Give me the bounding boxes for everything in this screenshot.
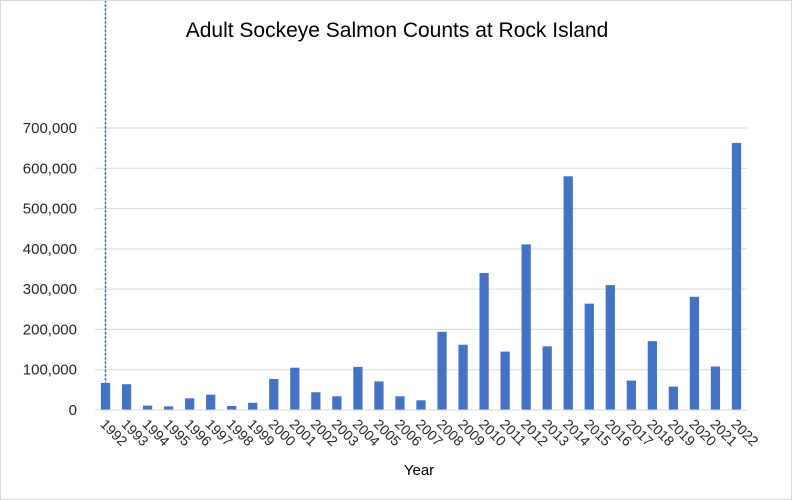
bar-2007: [416, 400, 426, 410]
gridlines: [95, 127, 747, 371]
y-tick-label: 200,000: [23, 321, 77, 338]
bar-2010: [479, 273, 489, 410]
bar-2019: [668, 386, 679, 410]
bar-1995: [163, 406, 174, 410]
bar-1998: [227, 405, 237, 410]
bar-2006: [395, 396, 405, 410]
bar-2009: [458, 344, 468, 410]
bar-2011: [500, 351, 510, 410]
y-tick-label: 600,000: [23, 160, 77, 177]
bar-1993: [121, 384, 132, 410]
bar-1997: [206, 394, 216, 410]
x-axis-title: Year: [404, 462, 434, 479]
y-axis-tick-labels: 0 100,000 200,000 300,000 400,000 500,000 600,…: [23, 120, 77, 419]
bar-2015: [584, 303, 594, 410]
bar-1996: [185, 398, 195, 410]
bar-2008: [437, 331, 447, 410]
bars: [100, 142, 742, 411]
y-tick-label: 400,000: [23, 241, 77, 258]
bar-2012: [521, 244, 531, 410]
bar-2004: [353, 366, 363, 410]
y-tick-label: 700,000: [23, 120, 77, 137]
bar-2016: [605, 285, 615, 410]
bar-2014: [563, 176, 573, 410]
bar-2005: [374, 381, 384, 410]
y-tick-label: 0: [69, 402, 77, 419]
bar-2018: [647, 341, 657, 410]
bar-2003: [332, 396, 342, 410]
bar-2021: [710, 366, 721, 410]
bar-2002: [311, 392, 321, 410]
bar-1994: [142, 405, 153, 410]
y-tick-label: 300,000: [23, 281, 77, 298]
bar-2020: [689, 296, 700, 410]
y-tick-label: 100,000: [23, 362, 77, 379]
y-tick-label: 500,000: [23, 201, 77, 218]
bar-1999: [248, 402, 258, 410]
bar-2017: [626, 380, 636, 410]
bar-2000: [269, 378, 279, 410]
bar-2022: [731, 142, 742, 411]
bar-2013: [542, 346, 552, 410]
chart-title: Adult Sockeye Salmon Counts at Rock Isla…: [186, 19, 609, 42]
x-axis-tick-labels: 1992199319941995199619971998199920002001…: [97, 416, 761, 449]
bar-2001: [290, 367, 300, 410]
